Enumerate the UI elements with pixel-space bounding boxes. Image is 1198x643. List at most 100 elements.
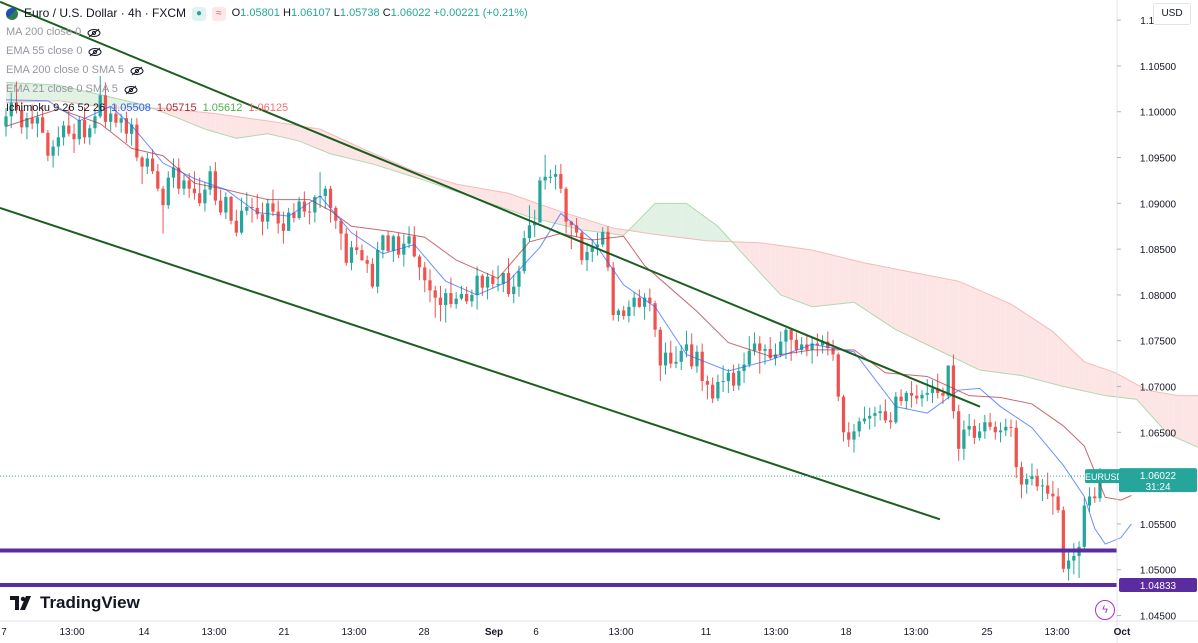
cloud-segment [252,118,258,137]
candle-down [993,426,997,433]
hidden-eye-icon[interactable] [124,85,138,95]
candle-down [428,280,432,291]
cloud-segment [916,273,923,343]
indicator-ma200[interactable]: MA 200 close 0 [6,23,528,42]
indicator-ema200[interactable]: EMA 200 close 0 SMA 5 [6,61,528,80]
cloud-segment [183,110,190,123]
currency-selector[interactable]: USD [1153,3,1191,25]
cloud-segment [1079,356,1085,392]
lightning-icon[interactable]: ϟ [1095,600,1115,620]
cloud-segment [592,221,598,232]
cloud-segment [691,207,697,240]
cloud-segment [1094,365,1100,395]
candle-up [349,247,354,263]
cloud-segment [110,97,116,109]
cloud-segment [1178,395,1184,442]
candle-down [250,207,254,208]
cloud-segment [869,263,875,316]
cloud-segment [550,207,556,224]
candle-down [711,384,715,399]
candle-up [983,422,987,432]
hidden-eye-icon[interactable] [88,47,102,57]
cloud-segment [246,117,253,137]
countdown-label: 31:24 [1145,482,1170,493]
cloud-segment [471,186,478,199]
candle-up [977,431,982,438]
candle-down [1061,510,1065,569]
cloud-segment [681,203,687,239]
compare-icon[interactable]: ≈ [212,6,226,21]
cloud-segment [6,82,12,103]
cloud-segment [68,87,75,103]
cloud-segment [1141,387,1148,411]
kijun-sen-line [5,108,1132,501]
candle-up [742,364,746,371]
cloud-segment [817,251,823,307]
candle-down [328,188,333,208]
indicator-ichimoku[interactable]: Ichimoku 9 26 52 26 1.05508 1.05715 1.05… [6,102,289,114]
cloud-segment [37,84,43,102]
candle-up [224,196,228,213]
cloud-segment [948,279,954,358]
cloud-segment [853,260,860,306]
candle-up [868,415,872,419]
cloud-segment [173,109,179,119]
symbol-row: Euro / U.S. Dollar · 4h · FXCM ● ≈ O1.05… [6,4,528,23]
cloud-segment [1168,393,1174,437]
hidden-eye-icon[interactable] [130,66,144,76]
cloud-segment [963,283,970,365]
candle-up [533,222,537,226]
candle-down [417,256,422,268]
candle-down [789,329,793,340]
cloud-segment [1147,390,1153,417]
y-tick-label: 1.05000 [1140,566,1177,577]
cloud-segment [1105,369,1111,397]
cloud-segment [979,290,985,371]
cloud-segment [236,116,242,139]
candle-down [67,125,71,134]
cloud-segment [498,191,504,208]
candle-down [847,432,851,440]
cloud-segment [754,242,760,273]
candle-down [72,133,76,140]
symbol-title[interactable]: Euro / U.S. Dollar · 4h · FXCM [24,6,187,20]
candle-down [815,343,819,346]
x-tick-label: 13:00 [201,627,226,638]
support-price-box [1119,578,1197,593]
candle-up [642,297,647,307]
cloud-segment [1188,395,1195,446]
candle-up [663,352,668,366]
cloud-segment [1110,370,1116,397]
candle-down [805,344,809,350]
cloud-segment [267,120,273,135]
cloud-segment [1120,375,1127,399]
candle-up [454,298,458,305]
candle-down [438,297,443,306]
indicator-ema21[interactable]: EMA 21 close 0 SMA 5 [6,80,528,99]
candle-up [585,251,589,261]
senkou-span-a [5,81,1198,448]
cloud-segment [1063,341,1069,388]
indicator-ema55[interactable]: EMA 55 close 0 [6,42,528,61]
candle-up [904,392,908,402]
candle-down [276,211,280,224]
cloud-segment [545,206,551,223]
candle-up [266,203,270,222]
cloud-segment [770,244,776,290]
cloud-segment [885,266,891,327]
last-price-label: 1.06022 [1140,471,1177,482]
trendlines[interactable] [0,0,1117,588]
brand-name: TradingView [40,593,140,612]
candle-down [234,220,238,233]
cloud-segment [325,131,331,154]
cloud-segment [759,242,765,278]
candle-up [878,411,882,414]
hidden-eye-icon[interactable] [87,28,101,38]
cloud-segment [11,82,17,103]
cloud-segment [780,245,786,297]
cloud-segment [482,188,488,203]
cloud-segment [210,113,216,133]
tradingview-logo[interactable]: TradingView [10,593,140,613]
market-status-icon[interactable]: ● [192,6,207,21]
